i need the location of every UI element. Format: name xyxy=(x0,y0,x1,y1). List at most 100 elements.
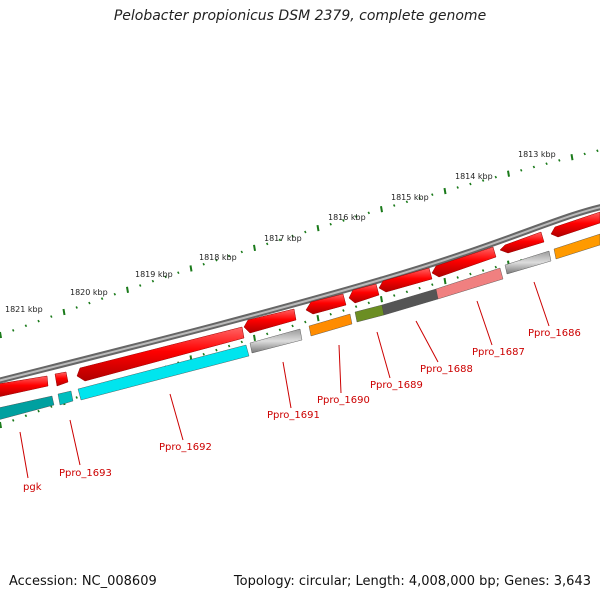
ruler-minor-tick xyxy=(11,418,15,422)
ruler-minor-tick xyxy=(354,305,358,309)
ruler-minor-tick xyxy=(75,306,78,309)
gene-next[interactable] xyxy=(553,233,600,260)
ruler-minor-tick xyxy=(37,319,40,323)
ruler-minor-tick xyxy=(583,152,586,156)
ruler-minor-tick xyxy=(456,186,459,189)
ruler-major-tick xyxy=(570,153,574,161)
ruler-minor-tick xyxy=(431,193,434,196)
gene-ppro-1693[interactable] xyxy=(57,390,74,406)
ruler-label-1813: 1813 kbp xyxy=(518,150,556,159)
gene-label-pgk: pgk xyxy=(23,482,42,493)
ruler-minor-tick xyxy=(354,215,358,219)
ruler-major-tick xyxy=(443,277,447,285)
cds-arrow[interactable] xyxy=(305,293,347,315)
ruler-minor-tick xyxy=(151,279,155,283)
ruler-minor-tick xyxy=(481,179,485,182)
ruler-major-tick xyxy=(443,187,447,195)
gene-ppro-1690[interactable] xyxy=(308,313,353,337)
gene-ppro-1687[interactable] xyxy=(435,267,504,300)
ruler-major-tick xyxy=(126,286,129,293)
ruler-minor-tick xyxy=(494,265,498,269)
cds-arrow[interactable] xyxy=(499,231,545,254)
cds-arrow[interactable] xyxy=(550,211,600,238)
gene-label-ppro-1692: Ppro_1692 xyxy=(159,442,212,453)
ruler-minor-tick xyxy=(138,284,142,287)
ruler-minor-tick xyxy=(278,238,282,242)
cds-arrow[interactable] xyxy=(243,308,297,334)
ruler-minor-tick xyxy=(545,162,548,166)
ruler-major-tick xyxy=(380,296,383,303)
cds-arrow[interactable] xyxy=(378,267,433,293)
ruler-minor-tick xyxy=(304,320,307,324)
ruler-major-tick xyxy=(507,170,510,177)
gene-label-ppro-1693: Ppro_1693 xyxy=(59,468,112,479)
cds-arrow[interactable] xyxy=(54,371,69,387)
gene-ppro-1689[interactable] xyxy=(354,304,385,323)
gene-ppro-1686[interactable] xyxy=(504,250,552,275)
ruler-label-1821: 1821 kbp xyxy=(5,305,43,314)
ruler-minor-tick xyxy=(24,414,28,418)
cds-arrow[interactable] xyxy=(348,283,380,304)
ruler-minor-tick xyxy=(342,309,345,312)
ruler-minor-tick xyxy=(431,283,434,286)
cds-arrow[interactable] xyxy=(0,375,49,397)
ruler-minor-tick xyxy=(469,182,472,186)
accession-text: Accession: NC_008609 xyxy=(9,574,157,589)
ruler-minor-tick xyxy=(596,149,599,153)
ruler-minor-tick xyxy=(519,168,523,172)
ruler-minor-tick xyxy=(215,348,218,352)
cds-arrow[interactable] xyxy=(76,326,245,382)
ruler-minor-tick xyxy=(405,200,409,204)
gene-label-ppro-1686: Ppro_1686 xyxy=(528,328,581,339)
ruler-minor-tick xyxy=(240,250,244,254)
label-leaders xyxy=(19,281,550,479)
ruler-major-tick xyxy=(0,331,2,339)
map-title: Pelobacter propionicus DSM 2379, complet… xyxy=(113,8,487,24)
ruler-major-tick xyxy=(189,265,193,272)
ruler-minor-tick xyxy=(265,242,269,246)
ruler-minor-tick xyxy=(469,272,472,276)
gene-pgk[interactable] xyxy=(0,395,55,420)
ruler-minor-tick xyxy=(329,222,332,226)
ruler-minor-tick xyxy=(24,324,28,328)
gene-label-ppro-1688: Ppro_1688 xyxy=(420,364,473,375)
ruler-minor-tick xyxy=(456,276,459,279)
ruler-minor-tick xyxy=(367,301,371,305)
ruler-minor-tick xyxy=(227,254,231,258)
cds-arrow[interactable] xyxy=(431,246,497,278)
ruler-label-1815: 1815 kbp xyxy=(391,193,429,202)
gene-label-ppro-1690: Ppro_1690 xyxy=(317,395,370,406)
gene-label-ppro-1689: Ppro_1689 xyxy=(370,380,423,391)
gene-label-ppro-1691: Ppro_1691 xyxy=(267,410,320,421)
ruler-minor-tick xyxy=(329,312,332,316)
ruler-minor-tick xyxy=(418,196,421,200)
ruler-minor-tick xyxy=(405,290,409,294)
ruler-minor-tick xyxy=(164,275,167,279)
ruler-minor-tick xyxy=(202,352,205,356)
ruler-major-tick xyxy=(380,206,383,213)
ruler-minor-tick xyxy=(532,165,536,169)
ruler-minor-tick xyxy=(342,219,345,222)
ruler-minor-tick xyxy=(88,301,91,305)
ruler-minor-tick xyxy=(202,262,205,266)
ruler-minor-tick xyxy=(291,234,294,238)
ruler-major-tick xyxy=(316,314,320,322)
gene-ppro-1691[interactable] xyxy=(249,328,303,354)
ruler-label-1817: 1817 kbp xyxy=(264,234,302,243)
cds-track xyxy=(0,211,600,397)
ruler-minor-tick xyxy=(418,286,421,290)
ruler-ticks-outer xyxy=(0,149,599,339)
gene-ppro-1688[interactable] xyxy=(381,288,439,316)
gene-label-ppro-1687: Ppro_1687 xyxy=(472,347,525,358)
ruler-minor-tick xyxy=(11,328,15,332)
ruler-label-1820: 1820 kbp xyxy=(70,288,108,297)
ruler-label-1816: 1816 kbp xyxy=(328,213,366,222)
ruler-label-1818: 1818 kbp xyxy=(199,253,237,262)
ruler-minor-tick xyxy=(215,258,218,262)
ruler-major-tick xyxy=(253,244,256,252)
gene-track xyxy=(0,233,600,420)
gene-ppro-1692[interactable] xyxy=(77,344,250,401)
ruler-minor-tick xyxy=(50,315,53,318)
ruler-major-tick xyxy=(62,308,66,316)
